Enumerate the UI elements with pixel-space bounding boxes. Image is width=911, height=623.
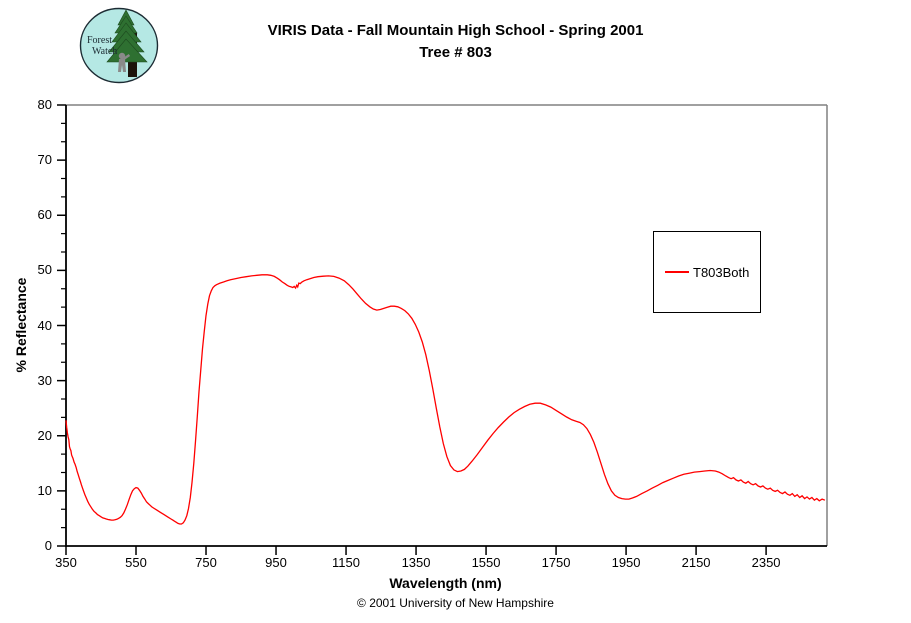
pine-tree-icon: [106, 9, 148, 63]
person-icon: [118, 52, 131, 72]
y-tick-label: 50: [37, 262, 52, 278]
series-line-T803Both: [65, 274, 826, 525]
y-tick-label: 30: [37, 372, 52, 388]
legend-line-swatch: [665, 271, 689, 273]
y-tick-label: 10: [37, 482, 52, 498]
x-tick-label: 950: [265, 555, 287, 570]
x-tick-label: 750: [195, 555, 217, 570]
x-axis-title: Wavelength (nm): [389, 575, 502, 591]
y-axis-title: % Reflectance: [13, 277, 29, 373]
x-tick-label: 1750: [541, 555, 571, 570]
x-tick-label: 2350: [751, 555, 781, 570]
chart-title-line1: VIRIS Data - Fall Mountain High School -…: [267, 22, 644, 39]
logo-text-forest: Forest: [87, 35, 112, 46]
y-tick-label: 80: [37, 97, 52, 112]
x-tick-label: 1150: [332, 555, 361, 570]
chart-title-line2: Tree # 803: [419, 44, 492, 61]
y-tick-label: 0: [44, 538, 52, 553]
y-tick-label: 20: [37, 427, 52, 443]
copyright-text: © 2001 University of New Hampshire: [357, 596, 554, 610]
x-tick-label: 2150: [681, 555, 711, 570]
logo-text-watch: Watch: [92, 46, 117, 57]
legend-box: T803Both: [653, 231, 761, 313]
x-tick-label: 1550: [471, 555, 501, 570]
forest-watch-logo: Forest Watch: [79, 7, 159, 84]
x-tick-label: 1350: [401, 555, 431, 570]
y-tick-label: 40: [37, 317, 52, 333]
legend-entry: T803Both: [654, 232, 760, 312]
x-tick-label: 550: [125, 555, 147, 570]
y-tick-label: 60: [37, 207, 52, 223]
x-tick-label: 350: [55, 555, 77, 570]
y-tick-label: 70: [37, 152, 52, 168]
x-tick-label: 1950: [611, 555, 641, 570]
legend-label: T803Both: [693, 264, 750, 280]
